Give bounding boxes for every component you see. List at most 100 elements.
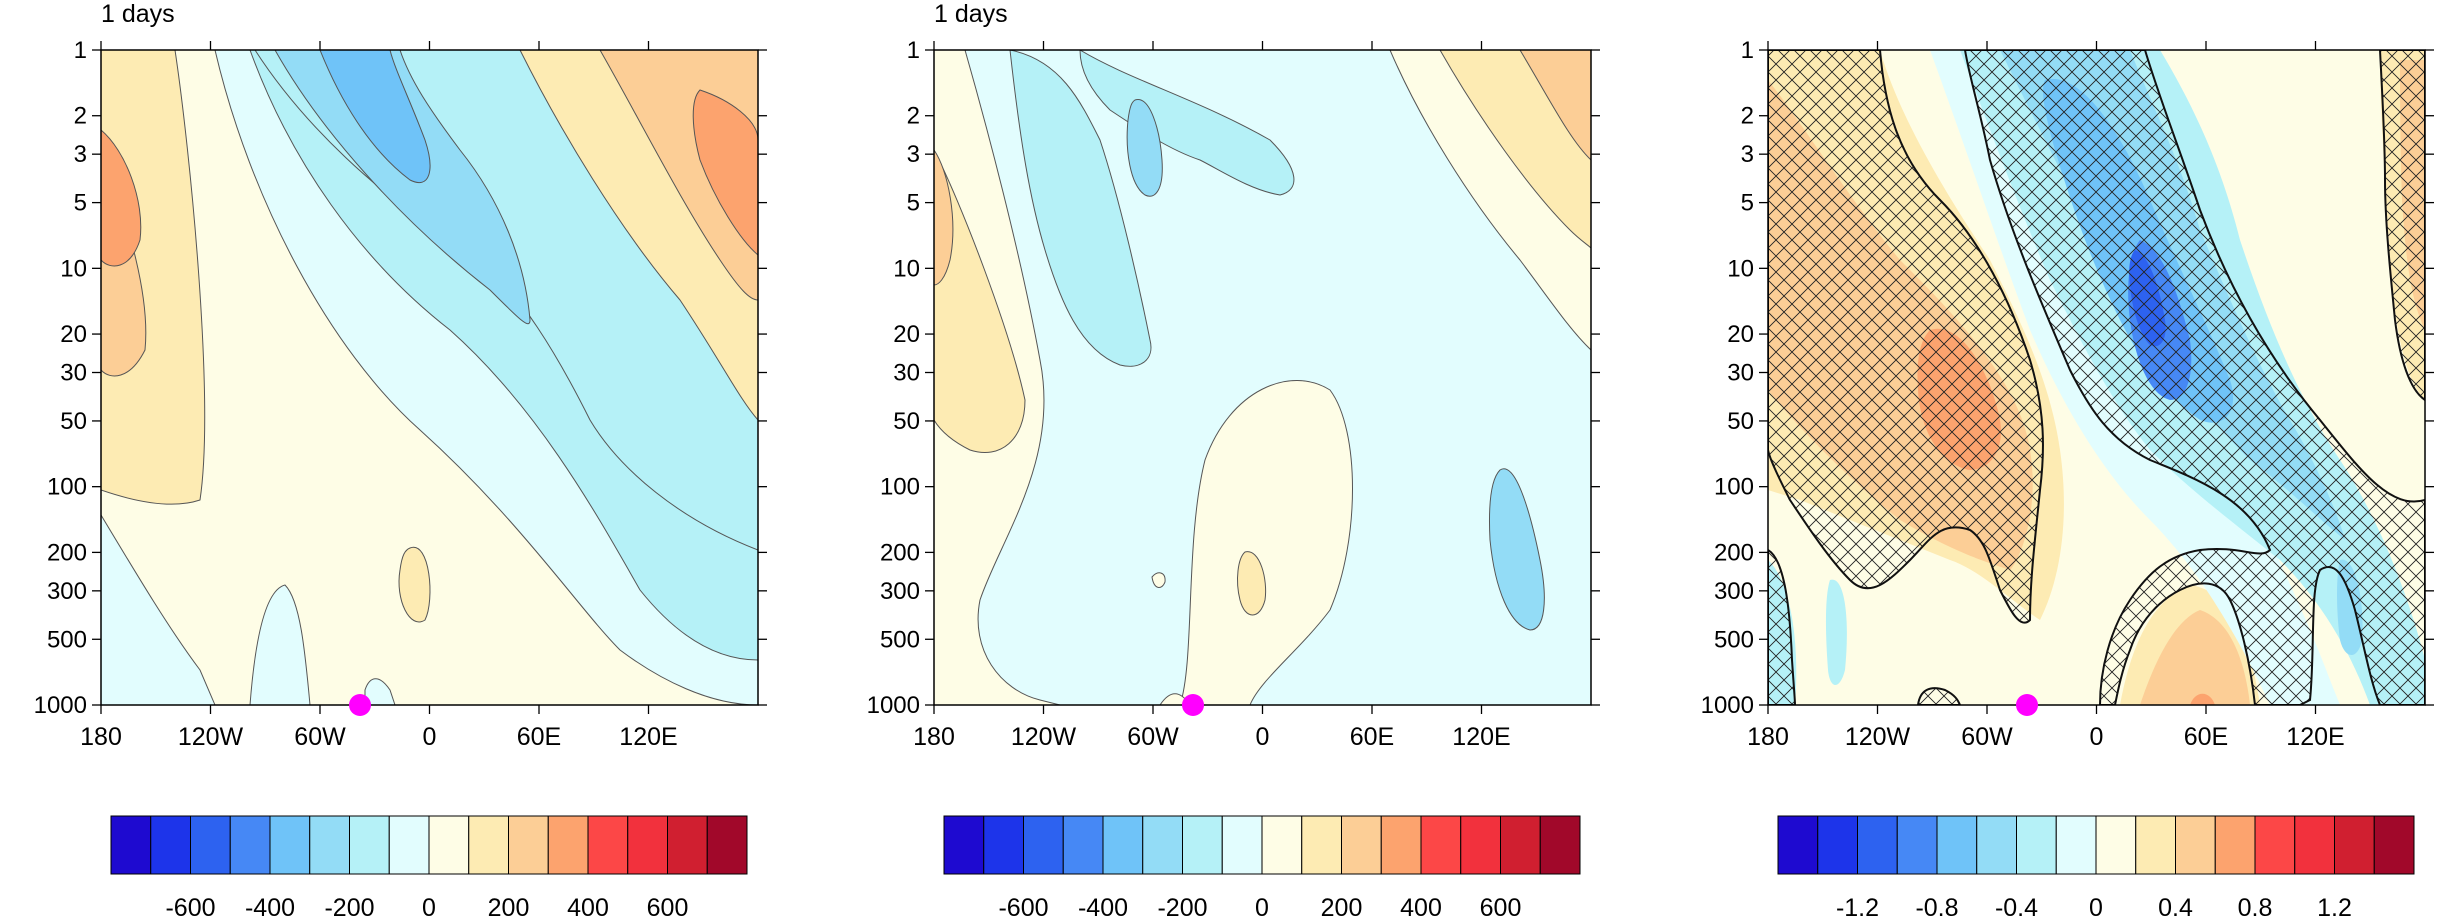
colorbar-box: [1380, 815, 1422, 875]
x-tick-label: 120W: [1011, 723, 1077, 751]
colorbar-label: -400: [245, 894, 295, 917]
colorbar-box: [1896, 815, 1938, 875]
panel-2-label: 1 days: [934, 0, 1008, 28]
colorbar-label: -0.8: [1915, 894, 1958, 917]
colorbar-box: [2135, 815, 2176, 875]
colorbar-box: [229, 815, 271, 875]
colorbar-label: 1.2: [2317, 894, 2352, 917]
x-tick-label: 0: [423, 723, 437, 751]
y-tick-label: 20: [60, 321, 87, 348]
colorbar-label: -0.4: [1995, 894, 2038, 917]
colorbar-box: [1261, 815, 1303, 875]
y-tick-label: 2: [1741, 103, 1754, 130]
colorbar-box: [110, 815, 152, 875]
colorbar-2: -600 -400 -200 0 200 400 600: [943, 815, 1581, 917]
colorbar-box: [309, 815, 350, 875]
panel-2-contour-field: [934, 50, 1591, 705]
panel-2-axes: 1 2 3 5 10 20 30 50 100 200 300 500 1000 180 120W 60W 0 6…: [867, 37, 1600, 751]
colorbar-box: [2175, 815, 2216, 875]
y-tick-label: 20: [893, 321, 920, 348]
colorbar-label: 0.8: [2238, 894, 2273, 917]
y-tick-label: 20: [1727, 321, 1754, 348]
colorbar-box: [1341, 815, 1382, 875]
colorbar-box: [1023, 815, 1064, 875]
colorbar-label: -200: [324, 894, 374, 917]
x-tick-label: 120E: [2286, 723, 2344, 751]
x-tick-label: 120E: [1452, 723, 1510, 751]
colorbar-box: [547, 815, 589, 875]
y-tick-label: 50: [1727, 408, 1754, 435]
y-tick-label: 1000: [867, 692, 920, 719]
colorbar-box: [1142, 815, 1183, 875]
y-tick-label: 1000: [34, 692, 87, 719]
colorbar-label: 400: [567, 894, 609, 917]
colorbar-label: 200: [1321, 894, 1363, 917]
x-tick-label: 60E: [1350, 723, 1394, 751]
y-tick-label: 50: [893, 408, 920, 435]
y-tick-label: 5: [1741, 190, 1754, 217]
colorbar-box: [1420, 815, 1462, 875]
colorbar-box: [587, 815, 629, 875]
y-tick-label: 200: [1714, 539, 1754, 566]
colorbar-box: [468, 815, 509, 875]
y-tick-label: 3: [907, 141, 920, 168]
x-tick-label: 180: [913, 723, 955, 751]
y-tick-label: 10: [60, 255, 87, 282]
colorbar-box: [2373, 815, 2415, 875]
x-tick-label: 60E: [2184, 723, 2228, 751]
colorbar-box: [349, 815, 390, 875]
colorbar-label: -600: [165, 894, 215, 917]
y-tick-label: 10: [893, 255, 920, 282]
y-tick-label: 2: [907, 103, 920, 130]
y-tick-label: 1: [907, 37, 920, 64]
x-tick-label: 0: [1256, 723, 1270, 751]
y-tick-label: 50: [60, 408, 87, 435]
colorbar-box: [667, 815, 708, 875]
y-tick-label: 100: [880, 474, 920, 501]
colorbar-box: [2055, 815, 2097, 875]
y-tick-label: 3: [1741, 141, 1754, 168]
colorbar-box: [943, 815, 985, 875]
colorbar-label: 600: [647, 894, 689, 917]
colorbar-label: 0: [422, 894, 436, 917]
colorbar-label: 400: [1400, 894, 1442, 917]
panel-1-location-marker: [349, 694, 371, 716]
colorbar-box: [150, 815, 191, 875]
y-tick-label: 500: [880, 626, 920, 653]
y-tick-label: 30: [1727, 360, 1754, 387]
panel-1-axes: 1 2 3 5 10 20 30 50 100 200 300 500 1000 180 120W 60W 0 6…: [34, 37, 767, 751]
y-tick-label: 1: [74, 37, 87, 64]
colorbar-box: [1182, 815, 1223, 875]
x-tick-label: 60W: [1127, 723, 1179, 751]
y-tick-label: 5: [907, 190, 920, 217]
colorbar-label: -400: [1078, 894, 1128, 917]
colorbar-box: [706, 815, 748, 875]
y-tick-label: 10: [1727, 255, 1754, 282]
x-tick-label: 60W: [1961, 723, 2013, 751]
colorbar-box: [508, 815, 549, 875]
x-tick-label: 60W: [294, 723, 346, 751]
panel-1: 1 days 1 2 3 5 10 20 30 50 100 200 300 500 1000 180 12…: [34, 0, 767, 751]
colorbar-box: [190, 815, 231, 875]
y-tick-label: 30: [893, 360, 920, 387]
y-tick-label: 100: [47, 474, 87, 501]
colorbar-box: [2334, 815, 2375, 875]
y-tick-label: 5: [74, 190, 87, 217]
colorbar-1: -600 -400 -200 0 200 400 600: [110, 815, 748, 917]
y-tick-label: 500: [47, 626, 87, 653]
colorbar-label: -200: [1157, 894, 1207, 917]
colorbar-box: [1301, 815, 1342, 875]
colorbar-label: 0: [1255, 894, 1269, 917]
x-tick-label: 180: [1747, 723, 1789, 751]
colorbar-box: [2294, 815, 2335, 875]
y-tick-label: 500: [1714, 626, 1754, 653]
colorbar-box: [2214, 815, 2256, 875]
colorbar-label: 0: [2089, 894, 2103, 917]
y-tick-label: 300: [880, 578, 920, 605]
panel-3-location-marker: [2016, 694, 2038, 716]
panel-2-location-marker: [1182, 694, 1204, 716]
colorbar-box: [1500, 815, 1541, 875]
y-tick-label: 2: [74, 103, 87, 130]
y-tick-label: 100: [1714, 474, 1754, 501]
